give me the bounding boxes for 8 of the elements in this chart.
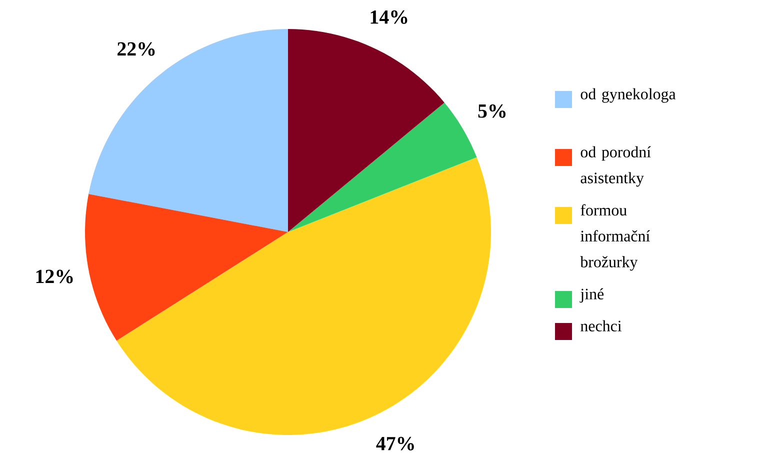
data-label: 12%: [36, 270, 73, 284]
legend-label: od gynekologa: [580, 88, 676, 103]
data-label: 14%: [370, 10, 408, 24]
data-label: 5%: [478, 104, 506, 118]
data-label: 47%: [376, 436, 414, 450]
data-label: 22%: [118, 42, 155, 56]
legend-label: jiné: [580, 288, 604, 303]
legend-label: nechci: [580, 320, 622, 332]
